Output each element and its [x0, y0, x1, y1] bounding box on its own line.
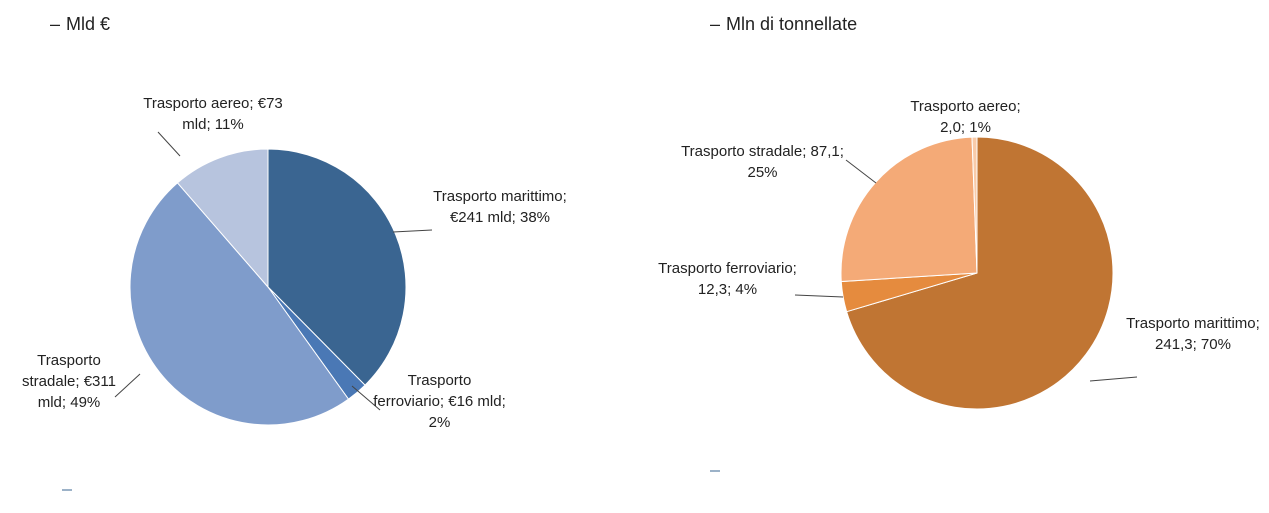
- chart-title: Mld €: [66, 14, 111, 34]
- data-label: Trasporto stradale; 87,1; 25%: [681, 143, 844, 181]
- leader-line: [794, 294, 844, 298]
- leader-line: [845, 159, 877, 184]
- chart-title: Mln di tonnellate: [726, 14, 858, 34]
- leader-line: [392, 229, 433, 233]
- pie-slice: [176, 148, 269, 289]
- data-label: Trasporto marittimo; €241 mld; 38%: [433, 188, 567, 226]
- data-label: Trasporto aereo; 2,0; 1%: [910, 98, 1021, 136]
- bullet-dash: –: [50, 14, 61, 34]
- bullet-dash: –: [710, 14, 721, 34]
- data-label: Trasporto stradale; €311 mld; 49%: [22, 352, 116, 411]
- data-label: Trasporto aereo; €73 mld; 11%: [143, 95, 283, 133]
- pie-slice: [971, 136, 978, 274]
- pie-slice: [840, 136, 978, 283]
- pie-slice: [267, 148, 407, 386]
- leader-line: [157, 131, 181, 157]
- data-label: Trasporto marittimo; 241,3; 70%: [1126, 315, 1260, 353]
- data-label: Trasporto ferroviario; 12,3; 4%: [658, 260, 797, 298]
- pie-slice: [845, 136, 1114, 410]
- pie-slice: [129, 182, 350, 426]
- leader-line: [1089, 376, 1138, 382]
- leader-line: [114, 373, 141, 398]
- data-label: Trasporto ferroviario; €16 mld; 2%: [373, 372, 506, 431]
- leader-line: [351, 385, 381, 411]
